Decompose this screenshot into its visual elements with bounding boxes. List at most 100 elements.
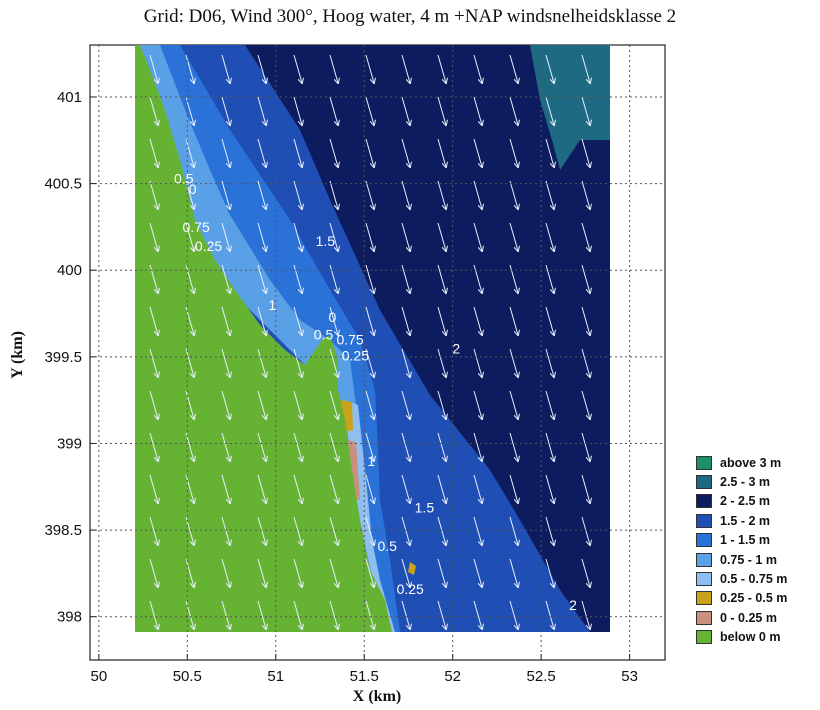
wind-arrow [365, 306, 374, 335]
wind-arrow [221, 600, 230, 629]
legend-swatch [696, 533, 712, 548]
wind-arrow [329, 138, 338, 167]
wind-arrow [401, 600, 410, 629]
wind-arrow [437, 348, 446, 377]
wind-arrow [545, 390, 554, 419]
y-tick-label: 400.5 [44, 176, 82, 193]
wind-arrow [329, 558, 338, 587]
wind-arrow [437, 138, 446, 167]
legend-swatch [696, 513, 712, 528]
wind-arrow [149, 474, 158, 503]
wind-arrow [437, 516, 446, 545]
wind-arrow [437, 96, 446, 125]
legend-swatch [696, 572, 712, 587]
wind-arrow [473, 432, 482, 461]
grid-lines [90, 45, 665, 660]
wind-arrow [293, 390, 302, 419]
legend-item: 0.5 - 0.75 m [696, 569, 818, 588]
wind-arrow [221, 432, 230, 461]
wind-arrow [473, 474, 482, 503]
x-axis-label: X (km) [353, 688, 401, 705]
wind-arrow [473, 516, 482, 545]
wind-arrow [437, 54, 446, 83]
wind-arrow [581, 306, 590, 335]
wind-arrow [581, 180, 590, 209]
wind-arrow [509, 558, 518, 587]
x-tick-label: 50 [91, 668, 108, 685]
wind-arrow [365, 390, 374, 419]
legend-swatch [696, 455, 712, 470]
wind-arrow [473, 222, 482, 251]
wind-arrow [581, 348, 590, 377]
wind-arrow [545, 264, 554, 293]
region-0-0.25m [348, 440, 360, 500]
contour-label: 0.75 [183, 219, 210, 235]
contour-label: 2 [569, 597, 577, 613]
wind-arrow [221, 138, 230, 167]
wind-arrow [401, 180, 410, 209]
wind-arrow [257, 96, 266, 125]
x-tick-label: 53 [621, 668, 638, 685]
wind-arrow [185, 54, 194, 83]
contour-label: 0.25 [195, 238, 222, 254]
wind-arrow [221, 222, 230, 251]
wind-arrow [149, 264, 158, 293]
wind-arrow [257, 180, 266, 209]
contour-label: 0.75 [336, 332, 363, 348]
legend-swatch [696, 475, 712, 490]
legend: above 3 m 2.5 - 3 m 2 - 2.5 m 1.5 - 2 m 1 - … [696, 453, 818, 647]
wind-arrow [365, 348, 374, 377]
wind-arrow [221, 516, 230, 545]
wind-arrow [365, 516, 374, 545]
wind-arrow [437, 180, 446, 209]
wind-arrow [365, 558, 374, 587]
wind-arrow [581, 432, 590, 461]
region-0.25-0.5m-south [408, 562, 416, 575]
wind-arrow [257, 432, 266, 461]
wind-arrow [257, 138, 266, 167]
wind-arrow [365, 138, 374, 167]
wind-arrow [437, 432, 446, 461]
wind-arrow [293, 474, 302, 503]
wind-arrow [293, 138, 302, 167]
wind-arrow [509, 432, 518, 461]
wind-arrow [185, 138, 194, 167]
legend-label: above 3 m [720, 455, 782, 470]
wind-arrow [293, 180, 302, 209]
wind-arrow [365, 180, 374, 209]
wind-arrow [509, 138, 518, 167]
wind-arrow [149, 180, 158, 209]
wind-arrow [581, 222, 590, 251]
wind-arrow [545, 348, 554, 377]
wind-arrow [401, 432, 410, 461]
legend-label: 1 - 1.5 m [720, 533, 771, 548]
wind-arrow [545, 432, 554, 461]
wind-arrow [329, 180, 338, 209]
wind-arrow [437, 264, 446, 293]
contour-label: 0 [189, 181, 197, 197]
wind-arrow [293, 264, 302, 293]
region-0.75-1m [135, 45, 395, 632]
region-2.5-3m [530, 45, 610, 170]
wind-arrow [329, 222, 338, 251]
legend-item: 1 - 1.5 m [696, 531, 818, 550]
wind-arrow [545, 558, 554, 587]
wind-arrow [365, 222, 374, 251]
wind-arrow [149, 96, 158, 125]
y-tick-label: 399 [57, 435, 82, 452]
wind-arrow [185, 222, 194, 251]
wind-arrow [509, 222, 518, 251]
wind-arrow [185, 264, 194, 293]
wind-arrow [257, 516, 266, 545]
wind-arrow [509, 54, 518, 83]
wind-arrow [581, 54, 590, 83]
wind-arrow [329, 432, 338, 461]
wind-arrow [329, 516, 338, 545]
region-2-2.5m [245, 45, 610, 632]
wind-arrow [257, 222, 266, 251]
wind-arrow [509, 264, 518, 293]
region-below-0m [135, 45, 392, 632]
wind-arrow [185, 474, 194, 503]
legend-label: 0.5 - 0.75 m [720, 572, 788, 587]
